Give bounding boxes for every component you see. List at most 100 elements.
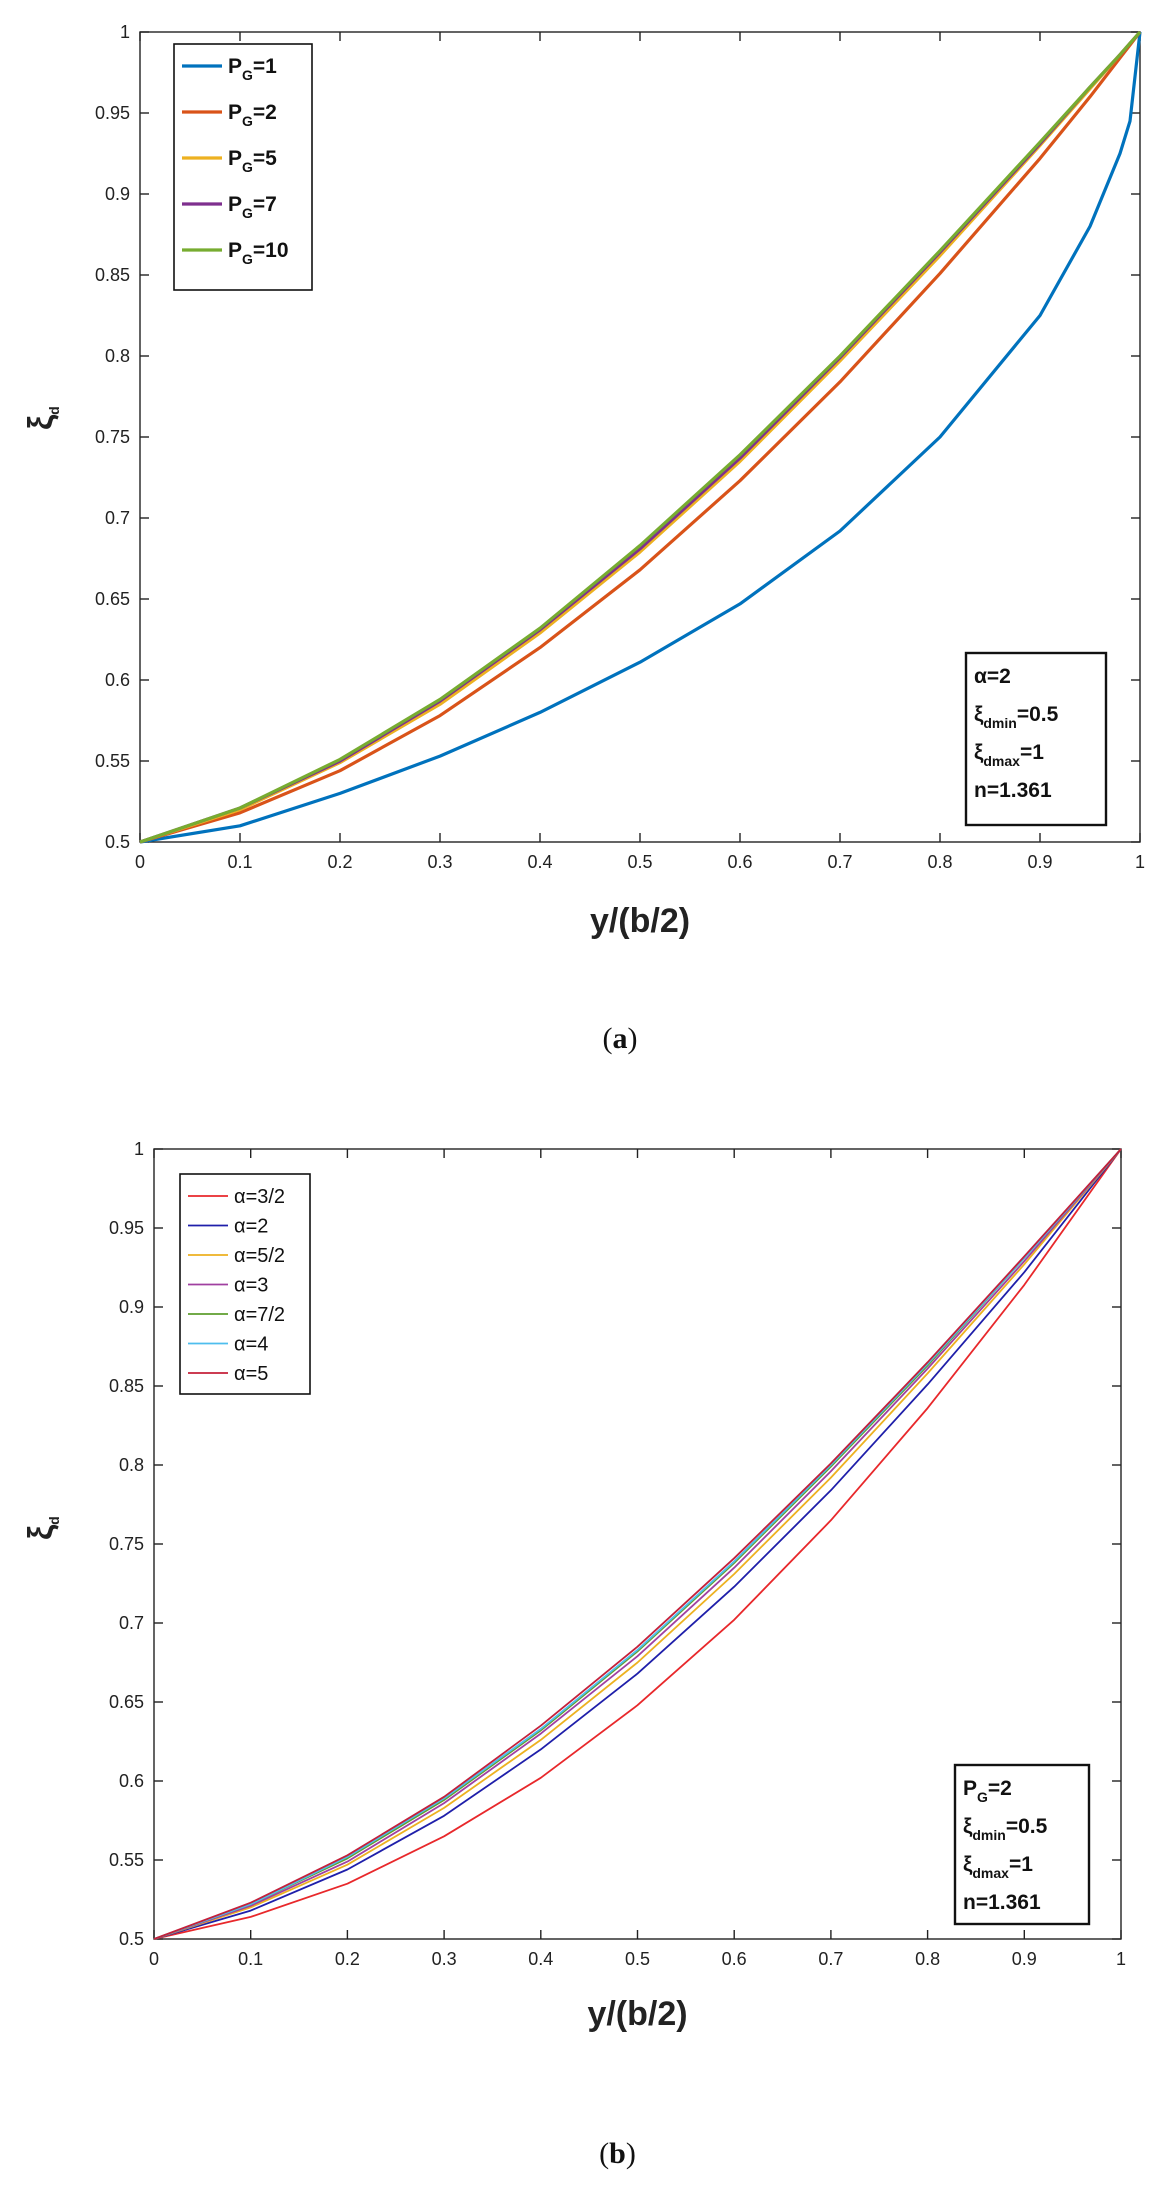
x-tick-label: 0.7 (827, 852, 852, 872)
caption-open: ( (599, 2137, 609, 2170)
y-axis-label-sub: d (46, 1516, 62, 1525)
y-tick-label: 1 (120, 22, 130, 42)
annotation-line-0-sub: G (977, 1789, 988, 1805)
legend-entry-6-main: α=5 (234, 1363, 268, 1385)
legend-entry-0-main: P (228, 55, 242, 78)
legend-entry-3: α=3 (234, 1275, 268, 1297)
annotation-line-1-main: ξ (974, 703, 984, 726)
legend-entry-5: α=4 (234, 1334, 268, 1356)
caption-letter: a (613, 1022, 628, 1055)
annotation-line-1-sub: dmin (972, 1827, 1005, 1843)
x-tick-label: 0.5 (625, 1949, 650, 1969)
legend-entry-4-main: P (228, 239, 242, 262)
series-line-1 (139, 31, 1142, 844)
y-tick-label: 0.55 (95, 751, 130, 771)
annotation-line-2-main: ξ (963, 1853, 973, 1876)
x-tick-label: 0.1 (238, 1949, 263, 1969)
y-axis-label: ξd (22, 1516, 62, 1540)
y-tick-label: 0.95 (109, 1218, 144, 1238)
legend-entry-3-rest: =7 (253, 193, 277, 216)
legend-entry-4-sub: G (242, 251, 253, 267)
x-axis-label: y/(b/2) (587, 1995, 687, 2033)
annotation-line-0: α=2 (974, 665, 1011, 688)
x-tick-label: 0.4 (528, 1949, 553, 1969)
legend-entry-3-sub: G (242, 205, 253, 221)
legend-entry-2: α=5/2 (234, 1245, 285, 1267)
y-axis-label: ξd (22, 406, 62, 430)
annotation-line-0: PG=2 (963, 1777, 1012, 1805)
series-line-1 (153, 1148, 1122, 1940)
annotation-line-2-sub: dmax (972, 1865, 1009, 1881)
x-tick-label: 0.6 (722, 1949, 747, 1969)
caption-letter: b (609, 2137, 626, 2170)
x-tick-label: 0.3 (432, 1949, 457, 1969)
legend-entry-1: α=2 (234, 1216, 268, 1238)
y-tick-label: 0.8 (105, 346, 130, 366)
annotation-line-2-rest: =1 (1009, 1853, 1033, 1876)
x-tick-label: 0.9 (1027, 852, 1052, 872)
legend-entry-3: PG=7 (228, 193, 277, 221)
y-tick-label: 0.75 (109, 1534, 144, 1554)
annotation-line-0-main: P (963, 1777, 977, 1800)
y-tick-label: 0.9 (105, 184, 130, 204)
x-tick-label: 1 (1116, 1949, 1126, 1969)
x-tick-label: 0.1 (227, 852, 252, 872)
y-tick-label: 1 (134, 1139, 144, 1159)
series-line-6 (153, 1148, 1122, 1940)
y-axis-label-group: ξd (22, 406, 62, 430)
y-tick-label: 0.6 (119, 1771, 144, 1791)
panel-caption: (b) (599, 2137, 636, 2170)
y-tick-label: 0.65 (95, 589, 130, 609)
y-tick-label: 0.8 (119, 1455, 144, 1475)
series-line-4 (139, 30, 1142, 844)
annotation-line-2-rest: =1 (1020, 741, 1044, 764)
x-tick-label: 1 (1135, 852, 1145, 872)
y-tick-label: 0.7 (105, 508, 130, 528)
annotation-line-2: ξdmax=1 (963, 1853, 1033, 1881)
legend-entry-1-main: P (228, 101, 242, 124)
series-line-2 (153, 1148, 1122, 1940)
x-tick-label: 0.4 (527, 852, 552, 872)
x-tick-label: 0.9 (1012, 1949, 1037, 1969)
y-tick-label: 0.95 (95, 103, 130, 123)
legend-entry-0-sub: G (242, 67, 253, 83)
x-tick-label: 0.5 (627, 852, 652, 872)
x-axis-label: y/(b/2) (590, 902, 690, 940)
chart-panel-b: 0 0.1 0.2 0.3 0.4 0.5 0.6 0.7 0.8 0.9 1 0.5 0.55 0.6 0… (22, 1139, 1126, 2170)
legend-entry-3-main: α=3 (234, 1275, 268, 1297)
y-tick-label: 0.85 (109, 1376, 144, 1396)
legend-entry-0: α=3/2 (234, 1186, 285, 1208)
annotation-box (953, 1763, 1091, 1926)
legend-entry-5-main: α=4 (234, 1334, 268, 1356)
legend-entry-2-main: α=5/2 (234, 1245, 285, 1267)
annotation-line-1-main: ξ (963, 1815, 973, 1838)
annotation-line-2-main: ξ (974, 741, 984, 764)
legend-entry-4: α=7/2 (234, 1304, 285, 1326)
y-tick-label: 0.5 (105, 832, 130, 852)
annotation-line-3: n=1.361 (974, 779, 1052, 802)
y-axis-label-group: ξd (22, 1516, 62, 1540)
legend-entry-2: PG=5 (228, 147, 277, 175)
legend-entry-0-rest: =1 (253, 55, 277, 78)
legend-entry-1-sub: G (242, 113, 253, 129)
legend-entry-4-main: α=7/2 (234, 1304, 285, 1326)
legend-entry-1-main: α=2 (234, 1216, 268, 1238)
chart-panel-a: 0 0.1 0.2 0.3 0.4 0.5 0.6 0.7 0.8 0.9 1 0.5 0.55 0.6 0… (22, 22, 1145, 1055)
series-line-0 (153, 1148, 1122, 1940)
legend-entry-2-rest: =5 (253, 147, 277, 170)
annotation-line-3: n=1.361 (963, 1891, 1041, 1914)
annotation-line-3-main: n=1.361 (963, 1891, 1041, 1914)
annotation-line-1-rest: =0.5 (1006, 1815, 1048, 1838)
annotation-line-2-sub: dmax (983, 753, 1020, 769)
x-tick-label: 0.7 (818, 1949, 843, 1969)
y-tick-label: 0.55 (109, 1850, 144, 1870)
legend-entry-0-main: α=3/2 (234, 1186, 285, 1208)
y-tick-label: 0.6 (105, 670, 130, 690)
x-tick-label: 0 (135, 852, 145, 872)
x-tick-label: 0 (149, 1949, 159, 1969)
caption-close: ) (626, 2137, 636, 2170)
x-tick-label: 0.2 (335, 1949, 360, 1969)
legend-entry-4: PG=10 (228, 239, 289, 267)
x-tick-label: 0.8 (915, 1949, 940, 1969)
series-line-0 (139, 31, 1142, 844)
